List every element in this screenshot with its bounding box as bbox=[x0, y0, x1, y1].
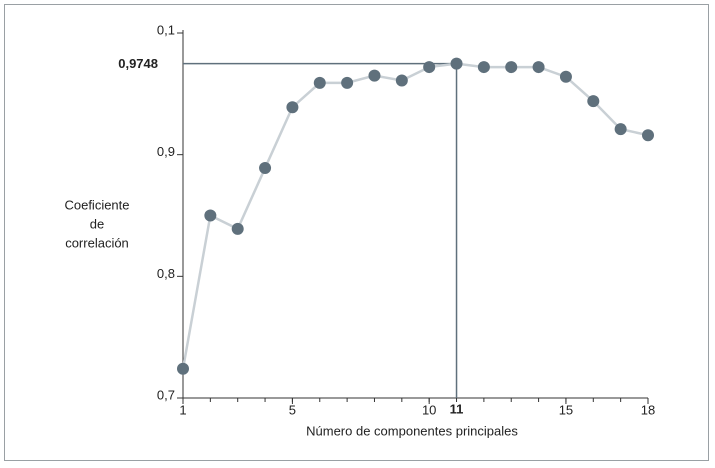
series-line bbox=[181, 62, 649, 370]
x-tick-label: 10 bbox=[422, 402, 436, 417]
y-tick-label: 0,1 bbox=[157, 22, 175, 37]
y-axis-label: correlación bbox=[65, 235, 129, 250]
data-point bbox=[559, 70, 572, 83]
y-axis-label: Coeficiente bbox=[64, 197, 129, 212]
y-tick-label: 0,9 bbox=[157, 144, 175, 159]
x-tick-label: 5 bbox=[289, 402, 296, 417]
y-tick-label: 0,8 bbox=[157, 266, 175, 281]
data-point bbox=[368, 69, 381, 82]
data-point bbox=[532, 61, 545, 74]
x-tick-label: 15 bbox=[559, 402, 573, 417]
data-point bbox=[286, 101, 299, 114]
data-point bbox=[614, 123, 627, 136]
y-axis-label: de bbox=[90, 216, 104, 231]
x-tick-label: 18 bbox=[641, 402, 655, 417]
x-tick-label: 1 bbox=[179, 402, 186, 417]
data-point bbox=[395, 74, 408, 87]
frame bbox=[4, 4, 709, 461]
data-point bbox=[231, 222, 244, 235]
data-point bbox=[587, 95, 600, 108]
data-point bbox=[450, 57, 463, 70]
data-point bbox=[642, 129, 654, 142]
data-point bbox=[177, 362, 189, 375]
y-tick-label: 0,7 bbox=[157, 387, 175, 402]
annotation-x-label: 11 bbox=[450, 401, 464, 416]
data-point bbox=[259, 162, 272, 175]
data-point bbox=[204, 209, 217, 222]
data-point bbox=[341, 76, 354, 89]
data-point bbox=[313, 76, 326, 89]
x-axis-label: Número de componentes principales bbox=[306, 423, 518, 438]
data-point bbox=[477, 61, 490, 74]
data-point bbox=[505, 61, 518, 74]
annotation-y-label: 0,9748 bbox=[118, 56, 158, 71]
data-point bbox=[423, 61, 436, 74]
